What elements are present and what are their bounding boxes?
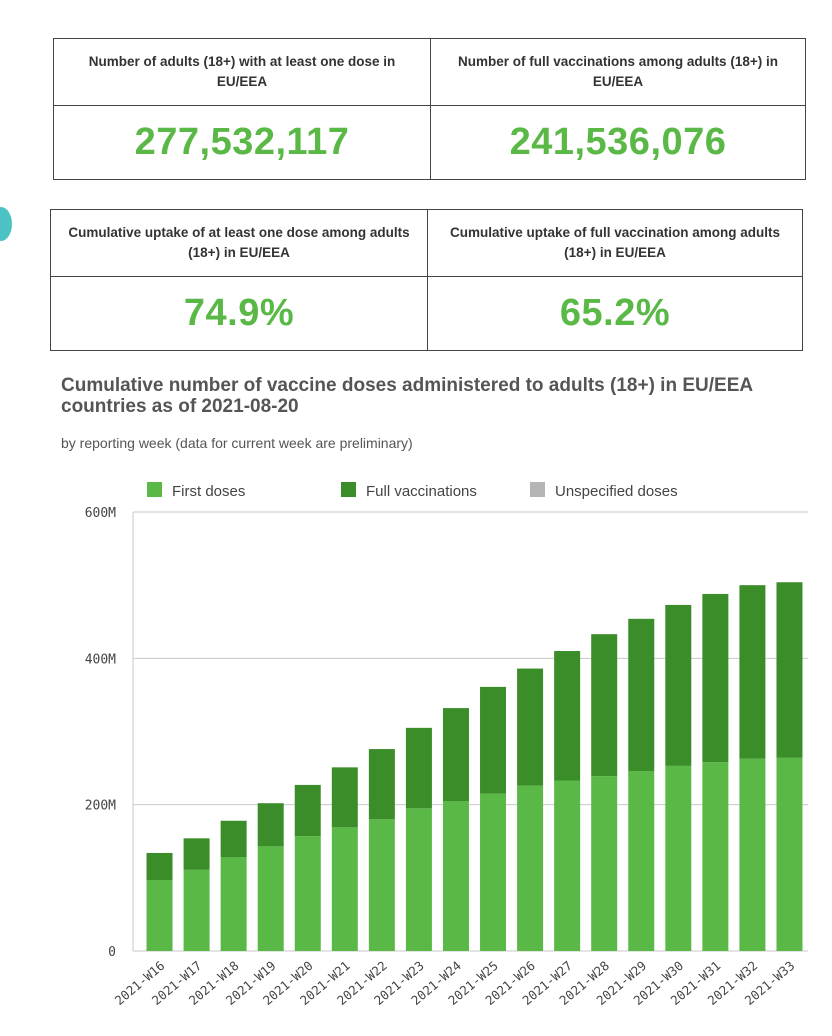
bar-segment	[146, 852, 173, 881]
kpi-first-dose-uptake: Cumulative uptake of at least one dose a…	[50, 209, 428, 351]
bar-segment	[628, 618, 655, 772]
legend-swatch	[147, 482, 162, 497]
side-marker	[0, 207, 12, 241]
kpi-label: Number of full vaccinations among adults…	[431, 39, 805, 106]
kpi-row-top: Number of adults (18+) with at least one…	[53, 38, 806, 180]
bar-segment	[146, 880, 173, 951]
bar-segment	[183, 869, 210, 951]
bar-segment	[257, 846, 284, 951]
bar-segment	[591, 776, 618, 951]
bar-segment	[628, 771, 655, 951]
bar-segment	[405, 727, 432, 809]
kpi-first-dose-count: Number of adults (18+) with at least one…	[53, 38, 431, 180]
kpi-row-bottom: Cumulative uptake of at least one dose a…	[50, 209, 803, 351]
bar-segment	[331, 767, 358, 828]
y-tick-label: 600M	[85, 506, 116, 521]
y-tick-label: 400M	[85, 652, 116, 667]
bar-segment	[776, 757, 803, 951]
bar-segment	[294, 784, 321, 837]
bar-segment	[591, 634, 618, 777]
bar-segment	[183, 838, 210, 870]
y-tick-label: 200M	[85, 799, 116, 814]
chart-title: Cumulative number of vaccine doses admin…	[61, 375, 753, 417]
legend-label: Full vaccinations	[366, 483, 477, 500]
bar-segment	[554, 780, 581, 951]
bar-segment	[665, 765, 692, 951]
bar-segment	[739, 758, 766, 951]
bar-segment	[331, 827, 358, 951]
bar-segment	[442, 708, 469, 802]
bar-segment	[368, 819, 395, 951]
bar-segment	[776, 582, 803, 758]
bar-segment	[368, 749, 395, 820]
legend-label: Unspecified doses	[555, 483, 678, 500]
bar-segment	[554, 651, 581, 781]
legend-swatch	[341, 482, 356, 497]
kpi-value: 241,536,076	[509, 121, 727, 163]
kpi-full-vaccination-uptake: Cumulative uptake of full vaccination am…	[427, 209, 803, 351]
kpi-value: 277,532,117	[134, 121, 350, 163]
bar-segment	[517, 785, 544, 951]
kpi-full-vaccination-count: Number of full vaccinations among adults…	[430, 38, 806, 180]
y-tick-label: 0	[108, 945, 116, 960]
legend-label: First doses	[172, 483, 245, 500]
bar-segment	[220, 820, 247, 858]
kpi-value: 65.2%	[559, 292, 671, 334]
legend-swatch	[530, 482, 545, 497]
kpi-label: Cumulative uptake of full vaccination am…	[428, 210, 802, 277]
chart-subtitle: by reporting week (data for current week…	[61, 435, 413, 451]
bar-segment	[480, 793, 507, 951]
kpi-label: Number of adults (18+) with at least one…	[54, 39, 430, 106]
bar-segment	[405, 808, 432, 951]
bar-segment	[665, 604, 692, 766]
bar-segment	[294, 836, 321, 951]
bar-segment	[517, 668, 544, 786]
bar-segment	[702, 762, 729, 951]
bar-segment	[257, 803, 284, 847]
kpi-label: Cumulative uptake of at least one dose a…	[51, 210, 427, 277]
bar-segment	[220, 857, 247, 951]
stacked-bar-chart: First doses Full vaccinations Unspecified …	[85, 482, 808, 1008]
bar-segment	[480, 686, 507, 794]
bar-segment	[702, 593, 729, 763]
kpi-value: 74.9%	[183, 292, 295, 334]
bar-segment	[739, 585, 766, 759]
bar-segment	[442, 801, 469, 951]
